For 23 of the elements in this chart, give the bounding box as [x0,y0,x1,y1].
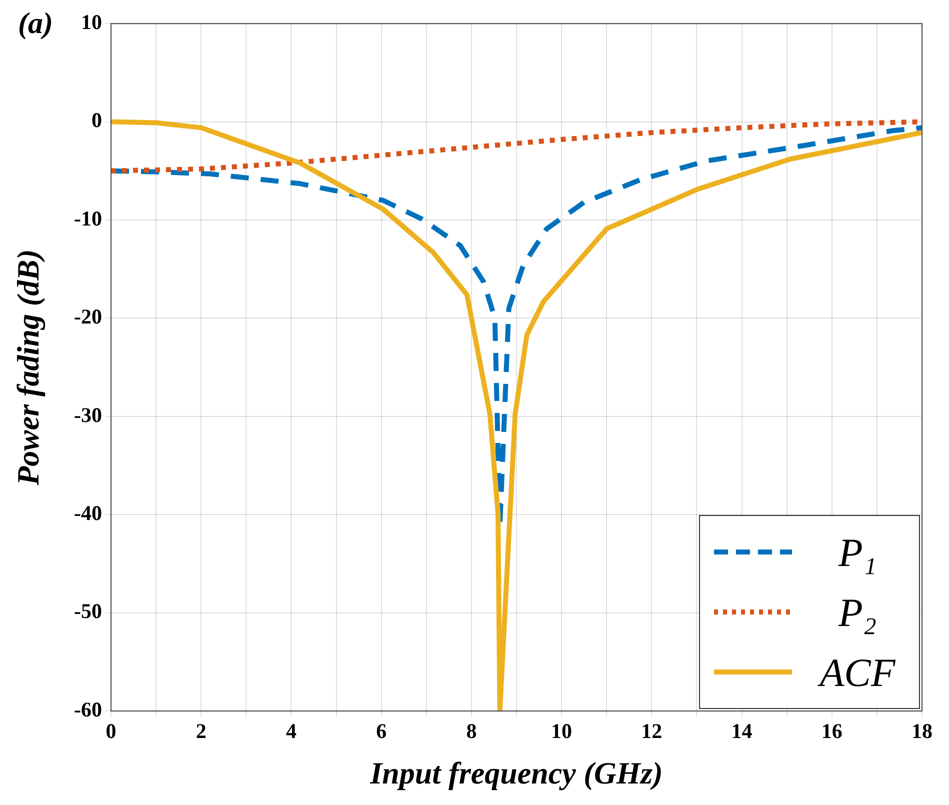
text: (a) [18,6,53,40]
y-tick-label: -30 [74,402,102,427]
legend-label: P₁ [837,528,878,576]
y-tick-label: 10 [81,10,102,34]
legend-label: ACF [816,648,896,696]
x-tick-label: 16 [821,719,842,744]
x-tick-label: 2 [196,719,206,744]
y-axis-title: Power fading (dB) [10,249,46,486]
y-tick-label: -20 [74,304,102,329]
y-tick-label: -40 [74,501,102,526]
x-tick-label: 6 [376,719,387,744]
x-axis-title: Input frequency (GHz) [369,755,663,790]
y-tick-label: 0 [92,108,102,132]
y-tick-label: -10 [74,206,102,230]
x-tick-label: 8 [466,719,477,744]
legend-label: P₂ [837,588,878,636]
x-tick-label: 10 [551,719,572,744]
x-tick-label: 14 [731,719,753,744]
x-tick-label: 18 [912,719,932,744]
x-tick-label: 4 [286,719,297,744]
y-tick-label: -60 [74,697,102,722]
y-tick-label: -50 [74,599,102,624]
x-tick-label: 12 [641,719,662,744]
